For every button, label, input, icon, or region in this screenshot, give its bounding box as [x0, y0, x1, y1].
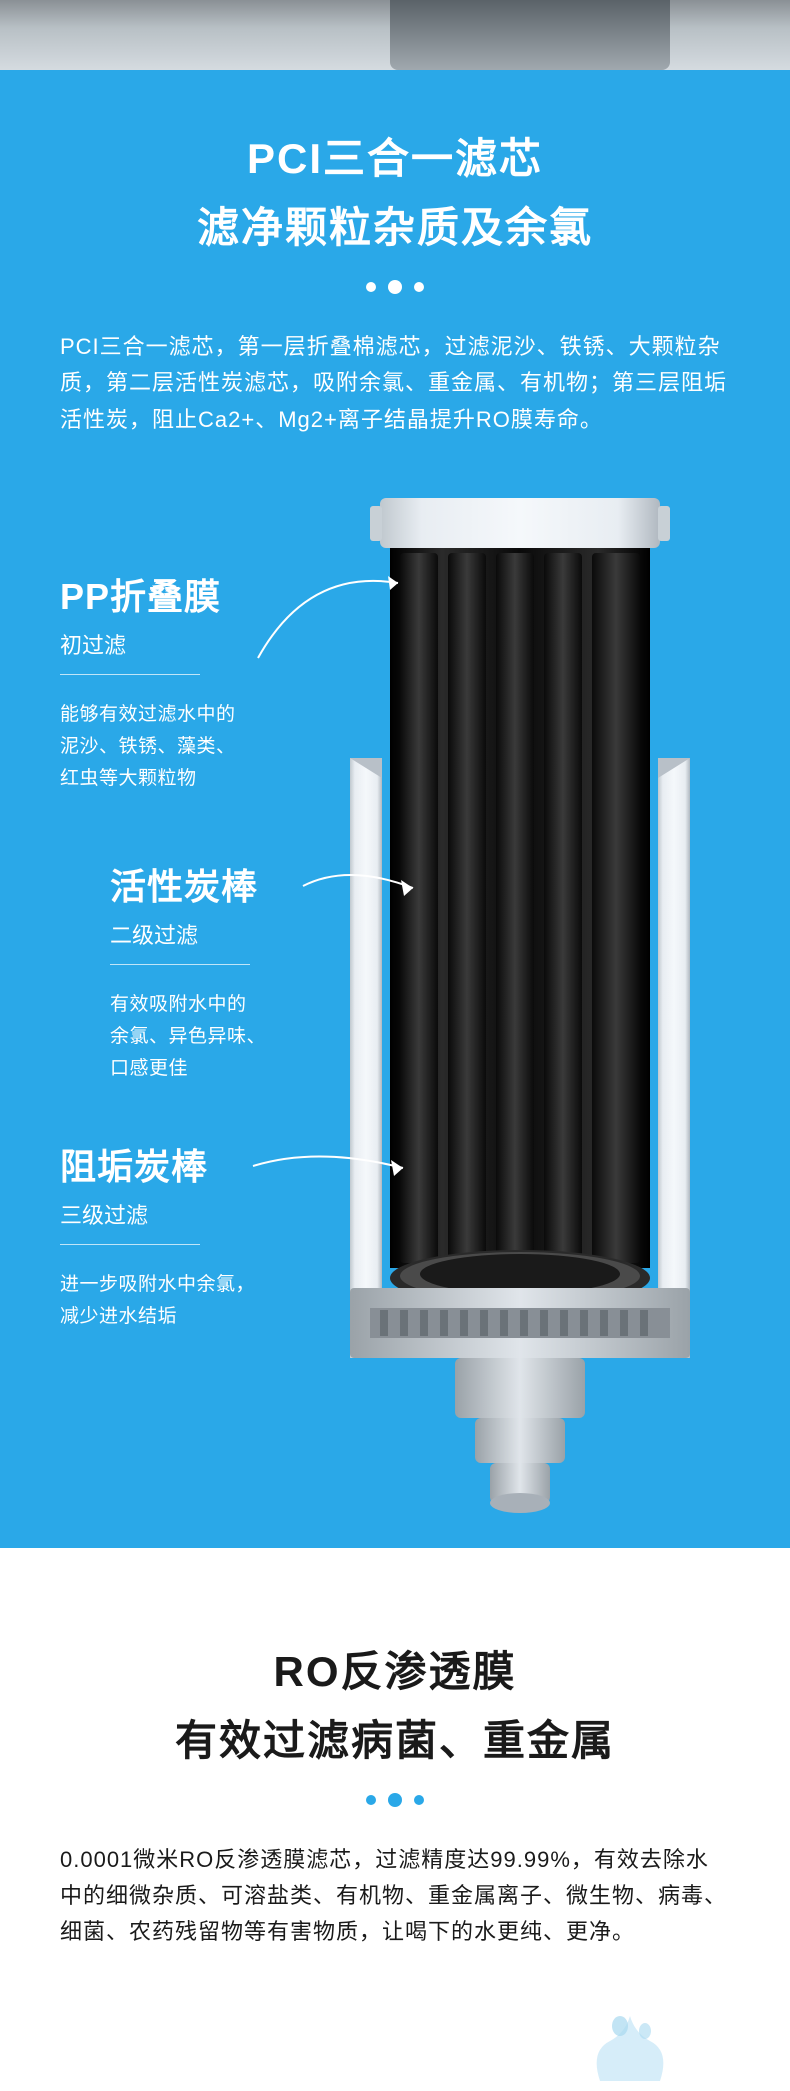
- section-pci-filter: PCI三合一滤芯 滤净颗粒杂质及余氯 PCI三合一滤芯，第一层折叠棉滤芯，过滤泥…: [0, 70, 790, 1548]
- section1-desc: PCI三合一滤芯，第一层折叠棉滤芯，过滤泥沙、铁锈、大颗粒杂质，第二层活性炭滤芯…: [0, 329, 790, 438]
- section1-title2: 滤净颗粒杂质及余氯: [0, 194, 790, 255]
- section1-title1: PCI三合一滤芯: [0, 125, 790, 186]
- section2-desc: 0.0001微米RO反渗透膜滤芯，过滤精度达99.99%，有效去除水中的细微杂质…: [0, 1842, 790, 1951]
- section2-title2: 有效过滤病菌、重金属: [0, 1707, 790, 1768]
- filter-diagram: PP折叠膜 初过滤 能够有效过滤水中的泥沙、铁锈、藻类、红虫等大颗粒物 活性炭棒…: [0, 498, 790, 1548]
- callout-scale: 阻垢炭棒 三级过滤 进一步吸附水中余氯，减少进水结垢: [60, 1138, 310, 1334]
- section-ro-membrane: RO反渗透膜 有效过滤病菌、重金属 0.0001微米RO反渗透膜滤芯，过滤精度达…: [0, 1548, 790, 2091]
- bottom-area: [0, 1951, 790, 2091]
- dots-divider-blue: [0, 1792, 790, 1810]
- callout2-sub: 二级过滤: [110, 918, 250, 965]
- callout2-desc: 有效吸附水中的余氯、异色异味、口感更佳: [110, 989, 340, 1086]
- callout1-desc: 能够有效过滤水中的泥沙、铁锈、藻类、红虫等大颗粒物: [60, 699, 310, 796]
- callout1-title: PP折叠膜: [60, 568, 310, 620]
- callout3-desc: 进一步吸附水中余氯，减少进水结垢: [60, 1269, 310, 1334]
- dots-divider: [0, 279, 790, 297]
- water-splash-icon: [570, 1991, 690, 2091]
- section2-title-block: RO反渗透膜 有效过滤病菌、重金属: [0, 1638, 790, 1768]
- callout-carbon: 活性炭棒 二级过滤 有效吸附水中的余氯、异色异味、口感更佳: [110, 858, 340, 1086]
- callout-pp: PP折叠膜 初过滤 能够有效过滤水中的泥沙、铁锈、藻类、红虫等大颗粒物: [60, 568, 310, 796]
- top-image-strip: [0, 0, 790, 70]
- callout3-title: 阻垢炭棒: [60, 1138, 310, 1190]
- section1-title-block: PCI三合一滤芯 滤净颗粒杂质及余氯: [0, 125, 790, 255]
- section2-title1: RO反渗透膜: [0, 1638, 790, 1699]
- callout3-sub: 三级过滤: [60, 1198, 200, 1245]
- callout2-title: 活性炭棒: [110, 858, 340, 910]
- callout1-sub: 初过滤: [60, 628, 200, 675]
